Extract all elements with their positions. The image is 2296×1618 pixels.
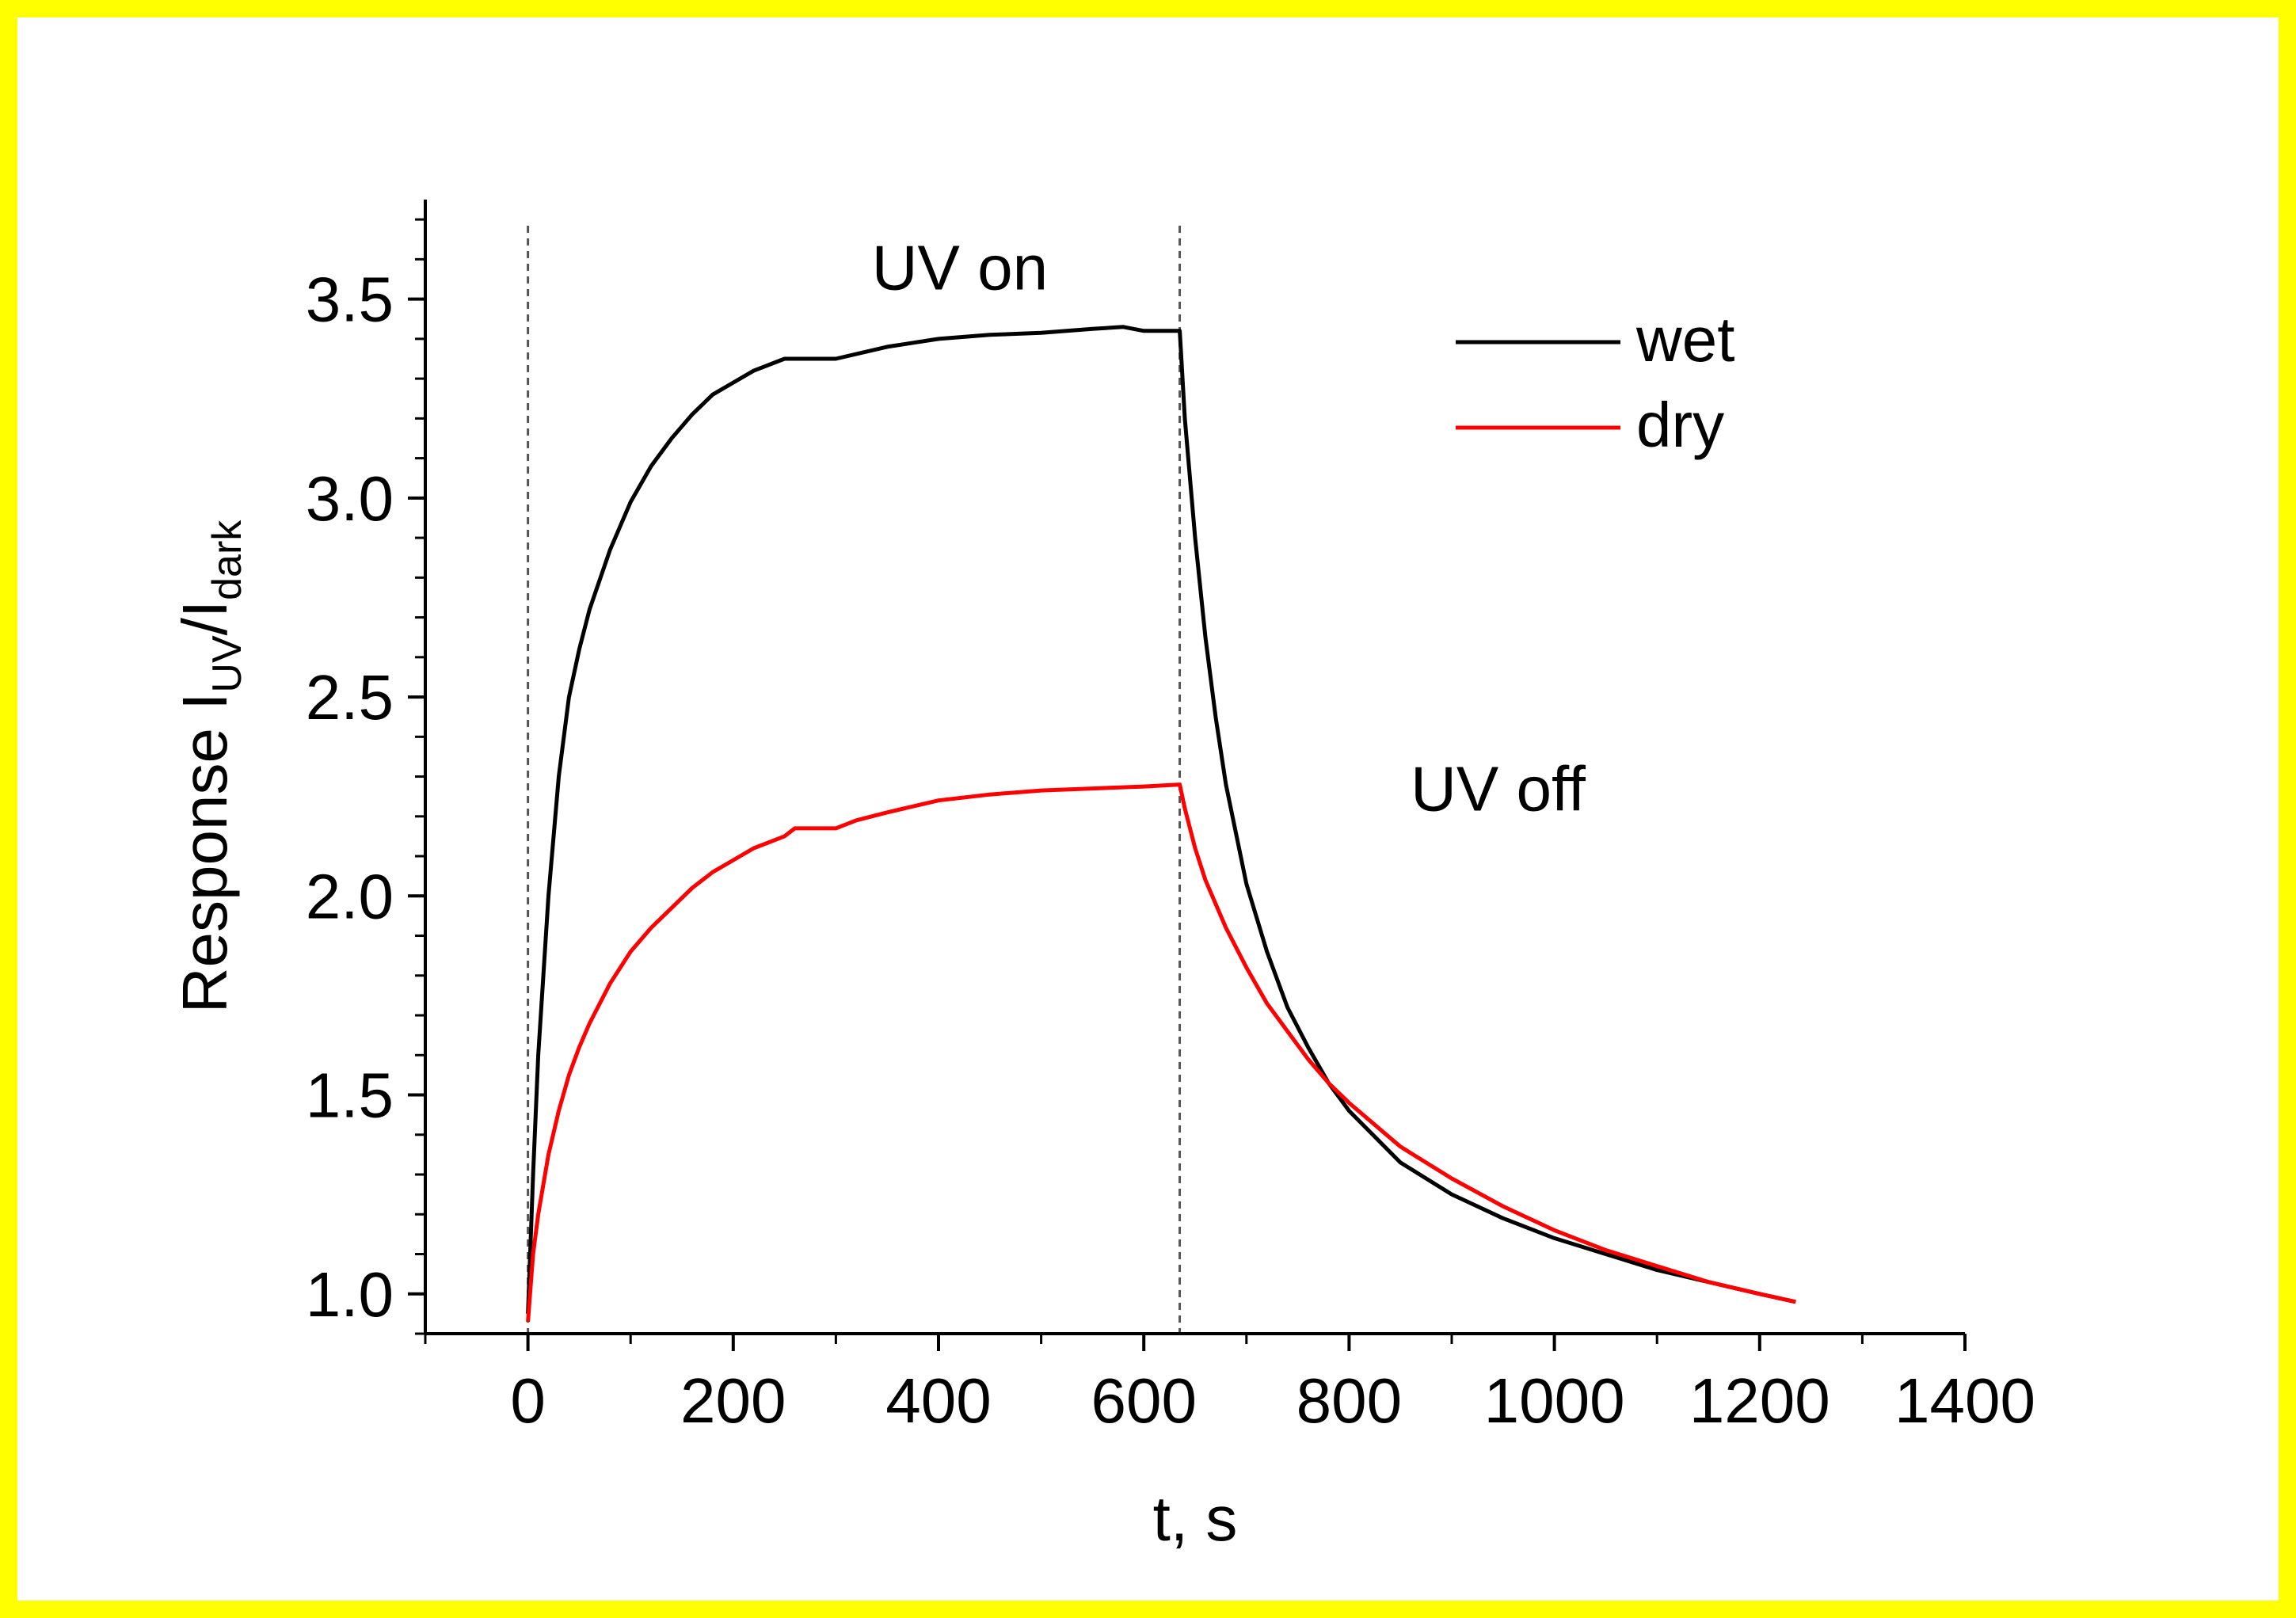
- series-line-dry: [526, 782, 1796, 1323]
- legend-label-wet: wet: [1635, 304, 1735, 375]
- y-tick-label-2.5: 2.5: [306, 662, 394, 733]
- series-line-wet: [526, 325, 1796, 1314]
- annotation-uv-on: UV on: [872, 232, 1048, 303]
- y-axis-label-sub-uv: UV: [204, 635, 250, 693]
- x-tick-label-1200: 1200: [1689, 1365, 1830, 1436]
- y-tick-label-3: 3.0: [306, 463, 394, 534]
- x-tick-label-800: 800: [1296, 1365, 1402, 1436]
- y-tick-label-1: 1.0: [306, 1259, 394, 1330]
- x-tick-label-0: 0: [510, 1365, 546, 1436]
- y-axis-label-sep: /I: [169, 600, 240, 635]
- x-tick-label-1400: 1400: [1894, 1365, 2035, 1436]
- y-axis-label: Response IUV/Idark: [169, 520, 250, 1014]
- y-tick-label-1.5: 1.5: [306, 1060, 394, 1131]
- annotation-uv-off: UV off: [1411, 754, 1586, 824]
- y-axis-label-sub-dark: dark: [204, 520, 250, 600]
- x-tick-label-600: 600: [1091, 1365, 1196, 1436]
- legend-label-dry: dry: [1636, 390, 1724, 460]
- x-tick-label-1000: 1000: [1484, 1365, 1625, 1436]
- x-axis-label: t, s: [1153, 1483, 1238, 1554]
- y-tick-label-3.5: 3.5: [306, 265, 394, 335]
- y-axis-label-main: Response I: [169, 693, 240, 1014]
- legend: wet dry: [1456, 304, 1735, 460]
- y-tick-label-2: 2.0: [306, 861, 394, 931]
- x-tick-label-400: 400: [885, 1365, 991, 1436]
- x-tick-label-200: 200: [680, 1365, 786, 1436]
